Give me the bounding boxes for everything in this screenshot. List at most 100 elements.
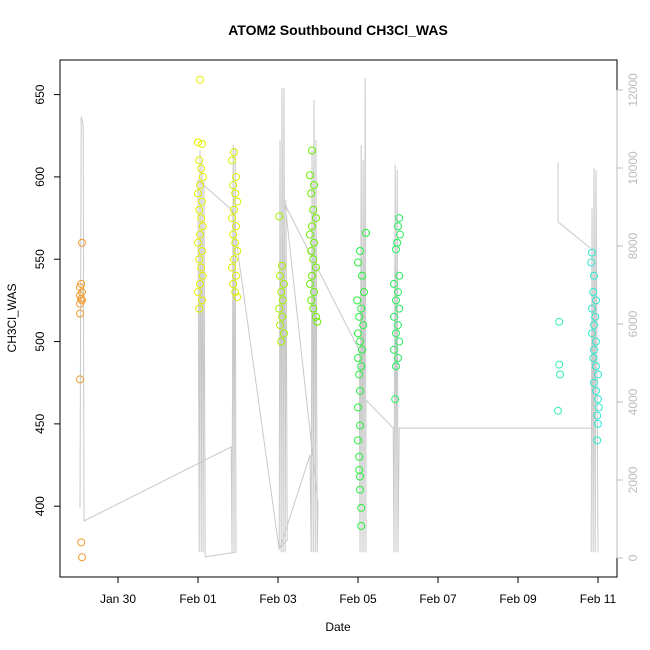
altitude-line [79, 77, 599, 558]
data-point [196, 279, 204, 288]
data-point [312, 263, 320, 272]
data-point [307, 189, 316, 198]
data-point [231, 288, 240, 297]
data-point [312, 214, 320, 223]
data-point [590, 378, 598, 387]
y2-tick-label: 6000 [626, 310, 640, 337]
data-point [592, 362, 600, 371]
y2-tick-label: 2000 [626, 466, 640, 493]
data-point [594, 403, 603, 412]
data-point [593, 436, 602, 445]
y-tick-label: 650 [33, 84, 47, 104]
data-point [390, 345, 398, 354]
data-point [230, 255, 238, 264]
data-point [588, 248, 596, 257]
y2-tick-label: 10000 [626, 151, 640, 185]
data-point [594, 370, 602, 379]
data-point [233, 246, 242, 255]
data-point [309, 205, 318, 214]
data-point [232, 271, 240, 280]
data-point [590, 321, 598, 330]
data-point [280, 329, 288, 338]
data-point [198, 271, 207, 280]
data-point [228, 214, 236, 223]
data-point [357, 521, 366, 530]
data-point [355, 370, 364, 379]
data-point [356, 421, 364, 430]
data-point [357, 304, 366, 313]
data-point [198, 139, 206, 148]
data-point [312, 312, 320, 321]
data-point [228, 156, 236, 165]
data-point [394, 354, 402, 363]
data-point [590, 271, 598, 280]
data-point [77, 538, 86, 547]
y2-tick-label: 0 [626, 554, 640, 561]
x-tick-label: Feb 05 [339, 592, 377, 606]
data-point [229, 181, 238, 190]
data-point [195, 304, 204, 313]
data-point [310, 238, 318, 247]
data-point [277, 337, 286, 346]
data-point [195, 205, 204, 214]
data-point [78, 238, 86, 247]
y-tick-label: 500 [33, 331, 47, 351]
data-point [360, 288, 368, 297]
data-point [229, 279, 238, 288]
data-point [395, 304, 404, 313]
data-point [196, 75, 204, 84]
x-tick-label: Jan 30 [100, 592, 136, 606]
data-point [590, 345, 598, 354]
x-tick-label: Feb 07 [419, 592, 457, 606]
x-axis-label: Date [325, 620, 351, 634]
x-tick-label: Feb 01 [179, 592, 217, 606]
data-point [78, 553, 86, 562]
data-point [391, 395, 400, 404]
data-point [309, 255, 318, 264]
data-point [230, 148, 238, 157]
data-point [277, 288, 286, 297]
data-point [353, 296, 362, 305]
data-point [356, 386, 364, 395]
data-point [588, 329, 596, 338]
data-point [278, 261, 286, 270]
data-point [587, 258, 596, 267]
data-point [354, 403, 362, 412]
data-point [554, 406, 562, 415]
data-point [230, 205, 238, 214]
data-point [594, 395, 602, 404]
data-point [198, 296, 206, 305]
data-point [392, 245, 400, 254]
data-point [354, 354, 362, 363]
data-point [589, 354, 598, 363]
data-point [355, 312, 364, 321]
y-tick-label: 400 [33, 496, 47, 516]
data-point [358, 345, 366, 354]
data-point [392, 362, 400, 371]
data-point [194, 238, 202, 247]
data-point [307, 296, 316, 305]
data-point [76, 299, 84, 308]
data-point [591, 312, 600, 321]
data-point [359, 321, 368, 330]
data-point [357, 362, 366, 371]
data-point [276, 321, 284, 330]
data-point [396, 230, 404, 239]
x-tick-label: Feb 03 [259, 592, 297, 606]
data-point [555, 317, 564, 326]
data-point [308, 146, 316, 155]
data-point [356, 337, 364, 346]
data-point [232, 222, 240, 231]
data-point [76, 291, 84, 300]
data-point [76, 309, 84, 318]
data-point [195, 156, 204, 165]
data-point [194, 288, 202, 297]
data-point [228, 263, 236, 272]
data-point [306, 279, 314, 288]
y-axis-label: CH3Cl_WAS [5, 284, 19, 353]
data-point [588, 304, 596, 313]
data-point [356, 472, 364, 481]
data-point [275, 304, 284, 313]
y-tick-label: 450 [33, 414, 47, 434]
data-point [278, 312, 286, 321]
